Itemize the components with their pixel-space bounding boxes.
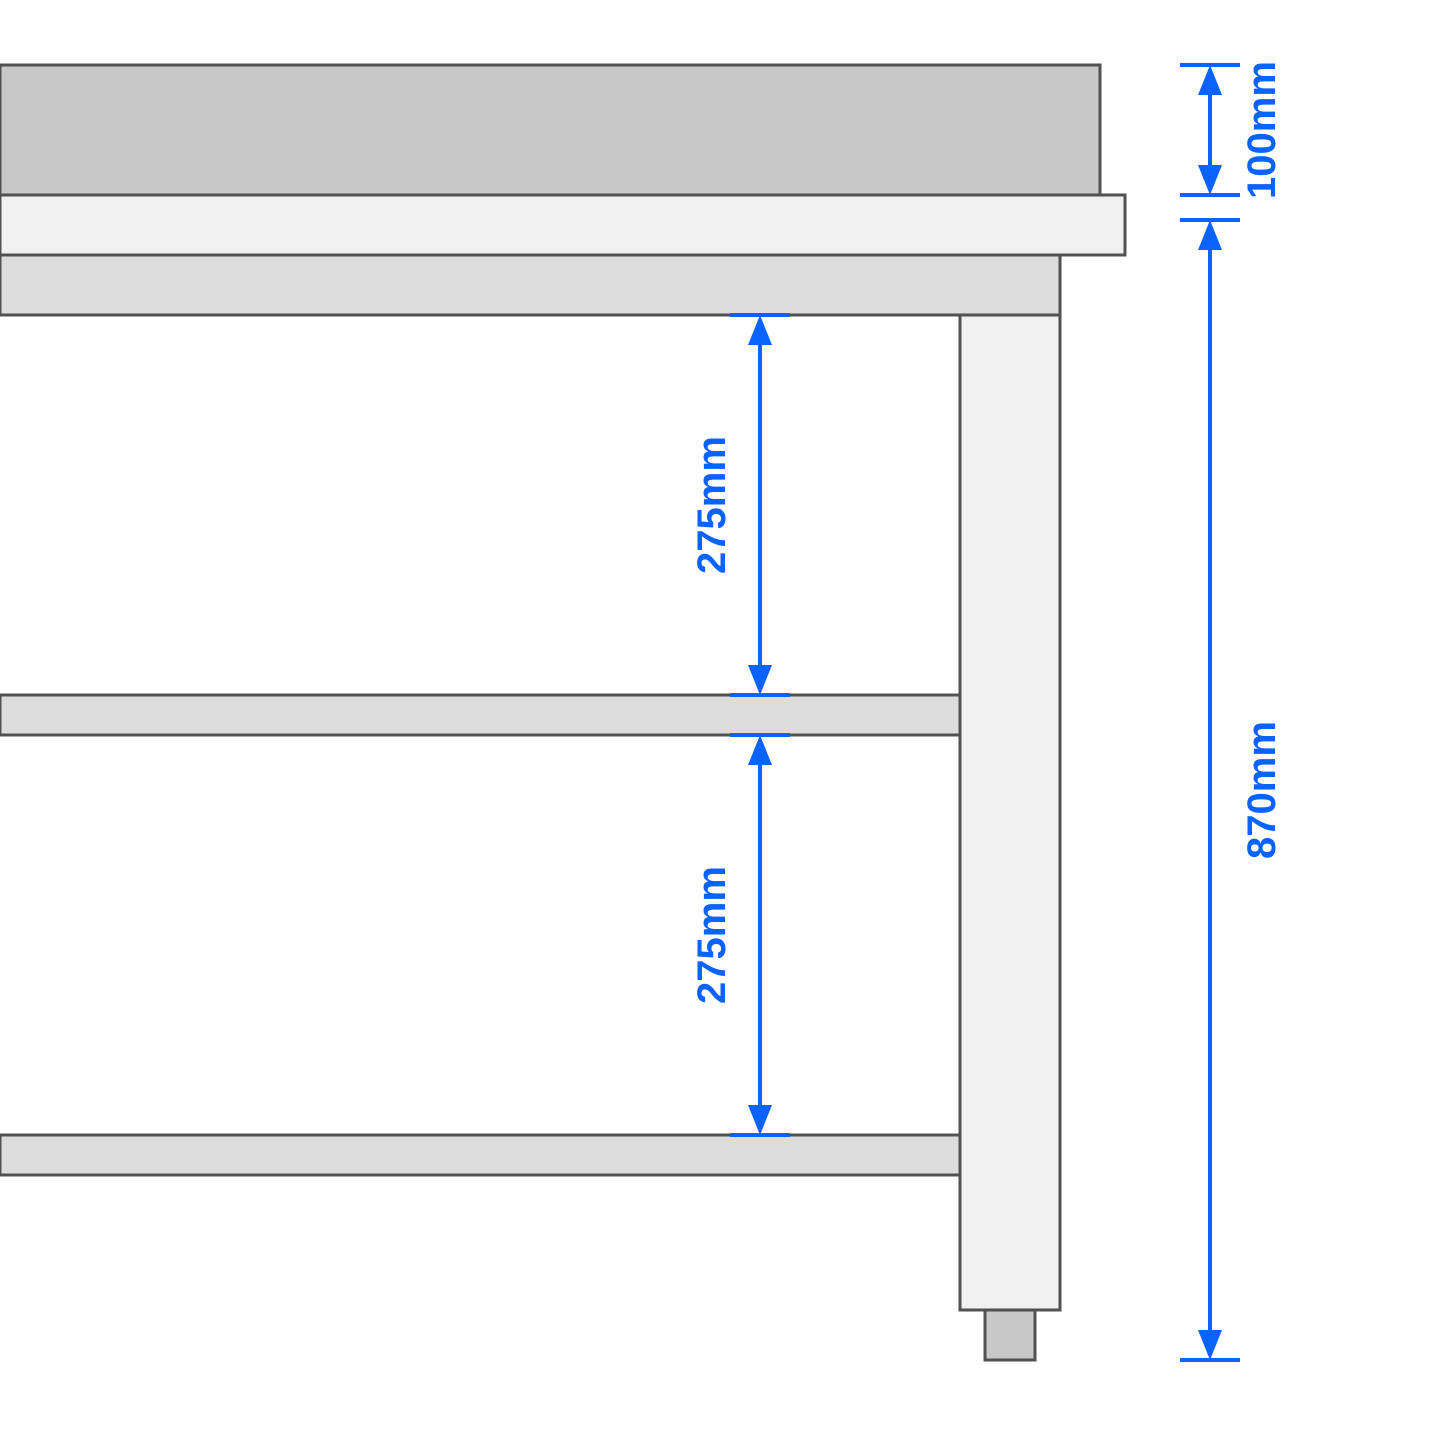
front-apron xyxy=(0,255,1060,315)
backsplash-height: 100mm xyxy=(1180,61,1284,199)
upper-gap-label: 275mm xyxy=(690,436,734,574)
table-leg-front xyxy=(960,255,1060,1310)
lower-gap-label: 275mm xyxy=(690,866,734,1004)
lower-gap: 275mm xyxy=(690,735,790,1135)
upper-shelf xyxy=(0,695,960,735)
total-height: 870mm xyxy=(1180,220,1284,1360)
total-height-label: 870mm xyxy=(1240,721,1284,859)
lower-shelf xyxy=(0,1135,960,1175)
technical-drawing: 100mm 870mm 275mm 275mm xyxy=(0,0,1445,1445)
table-foot xyxy=(985,1310,1035,1360)
upper-gap: 275mm xyxy=(690,315,790,695)
backsplash-height-label: 100mm xyxy=(1240,61,1284,199)
worktop xyxy=(0,195,1125,255)
backsplash xyxy=(0,65,1100,195)
